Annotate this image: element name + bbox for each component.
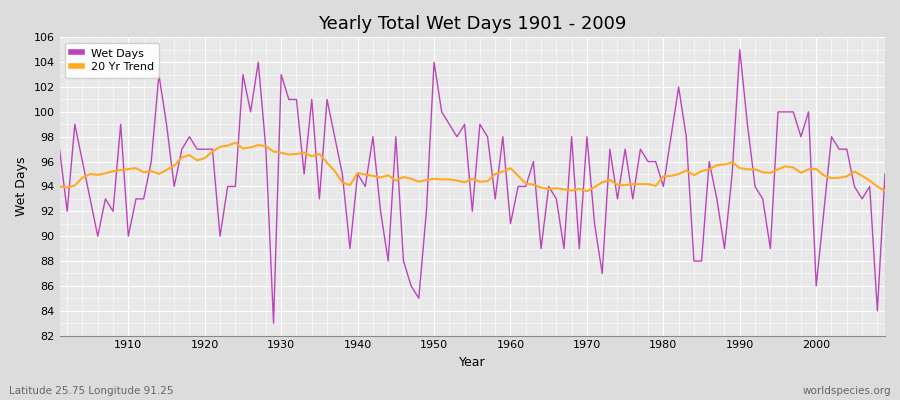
20 Yr Trend	[513, 174, 524, 178]
X-axis label: Year: Year	[459, 356, 486, 369]
Title: Yearly Total Wet Days 1901 - 2009: Yearly Total Wet Days 1901 - 2009	[318, 15, 626, 33]
Wet Days	[513, 184, 524, 189]
Wet Days	[268, 321, 279, 326]
Wet Days	[879, 172, 890, 176]
20 Yr Trend	[505, 166, 516, 170]
Wet Days	[291, 97, 302, 102]
20 Yr Trend	[54, 184, 65, 189]
Text: worldspecies.org: worldspecies.org	[803, 386, 891, 396]
Text: Latitude 25.75 Longitude 91.25: Latitude 25.75 Longitude 91.25	[9, 386, 174, 396]
20 Yr Trend	[879, 188, 890, 193]
Line: Wet Days: Wet Days	[59, 50, 885, 323]
Wet Days	[54, 147, 65, 152]
Wet Days	[337, 172, 347, 176]
20 Yr Trend	[337, 180, 347, 185]
20 Yr Trend	[291, 152, 302, 156]
Legend: Wet Days, 20 Yr Trend: Wet Days, 20 Yr Trend	[65, 43, 159, 78]
Y-axis label: Wet Days: Wet Days	[15, 157, 28, 216]
Wet Days	[605, 147, 616, 152]
Line: 20 Yr Trend: 20 Yr Trend	[59, 143, 885, 191]
20 Yr Trend	[581, 189, 592, 194]
20 Yr Trend	[115, 168, 126, 172]
Wet Days	[505, 221, 516, 226]
Wet Days	[734, 47, 745, 52]
20 Yr Trend	[230, 140, 240, 145]
20 Yr Trend	[612, 182, 623, 187]
Wet Days	[115, 122, 126, 127]
